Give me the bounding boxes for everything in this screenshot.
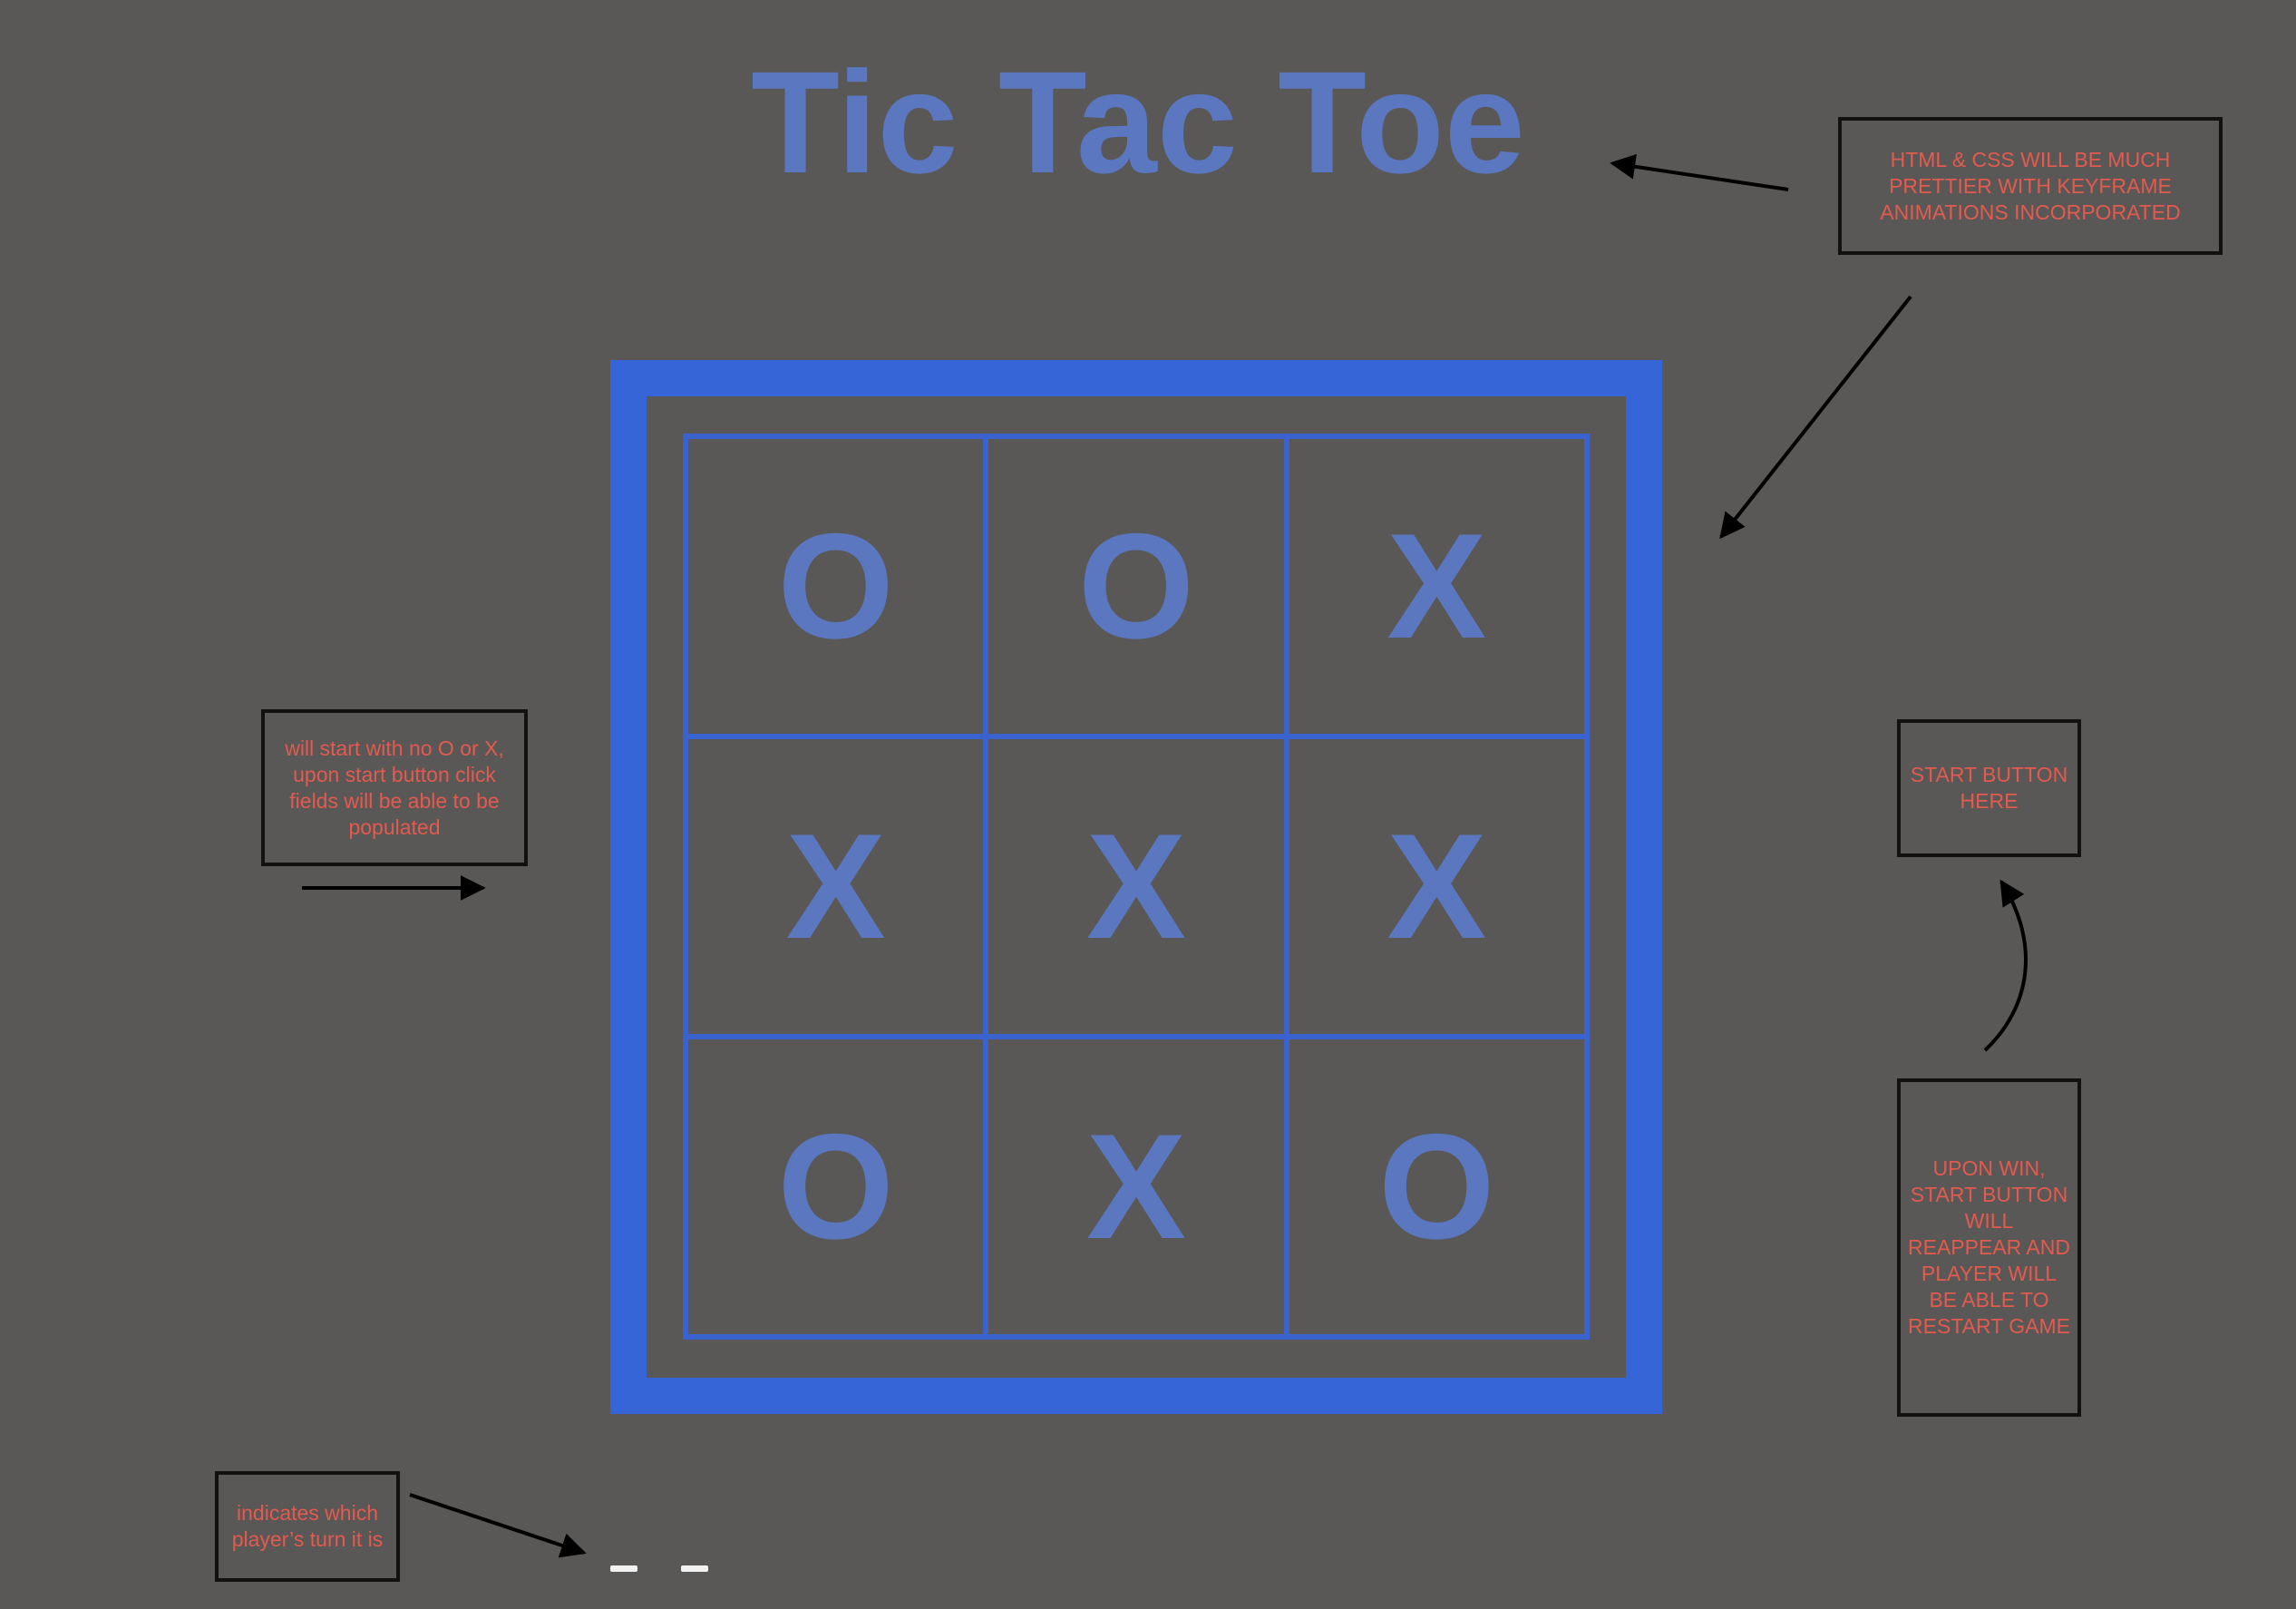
board-cell-3[interactable]: X: [1286, 436, 1587, 736]
board-cell-2[interactable]: O: [986, 436, 1287, 736]
board-cell-4[interactable]: X: [686, 736, 987, 1037]
turn-indicator-player-2: [681, 1565, 708, 1572]
board-cell-1[interactable]: O: [686, 436, 987, 736]
note-upon-win: UPON WIN, START BUTTON WILL REAPPEAR AND…: [1897, 1078, 2081, 1417]
note-html-css-text: HTML & CSS WILL BE MUCH PRETTIER WITH KE…: [1880, 147, 2181, 224]
page-title: Tic Tac Toe: [751, 41, 1525, 203]
start-button-placeholder[interactable]: START BUTTON HERE: [1897, 719, 2081, 857]
start-button-label: START BUTTON HERE: [1910, 763, 2068, 813]
note-upon-win-text: UPON WIN, START BUTTON WILL REAPPEAR AND…: [1908, 1156, 2070, 1338]
arrow-to-turn-indicator: [409, 1493, 587, 1558]
board-cell-7[interactable]: O: [686, 1037, 987, 1337]
note-turn-indicator: indicates which player’s turn it is: [215, 1471, 400, 1582]
turn-indicator-player-1: [610, 1565, 637, 1572]
board-cell-9[interactable]: O: [1286, 1037, 1587, 1337]
arrow-to-start-button: [1983, 879, 2028, 1052]
game-board-grid: O O X X X X O X O: [683, 434, 1590, 1340]
board-cell-5[interactable]: X: [986, 736, 1287, 1037]
board-cell-6[interactable]: X: [1286, 736, 1587, 1037]
note-html-css: HTML & CSS WILL BE MUCH PRETTIER WITH KE…: [1838, 117, 2223, 255]
arrow-to-board: [1719, 295, 1912, 540]
board-cell-8[interactable]: X: [986, 1037, 1287, 1337]
note-turn-text: indicates which player’s turn it is: [231, 1501, 384, 1551]
game-board-frame: [610, 360, 1662, 1414]
note-start-empty-text: will start with no O or X, upon start bu…: [285, 736, 504, 839]
note-start-empty: will start with no O or X, upon start bu…: [261, 709, 528, 866]
